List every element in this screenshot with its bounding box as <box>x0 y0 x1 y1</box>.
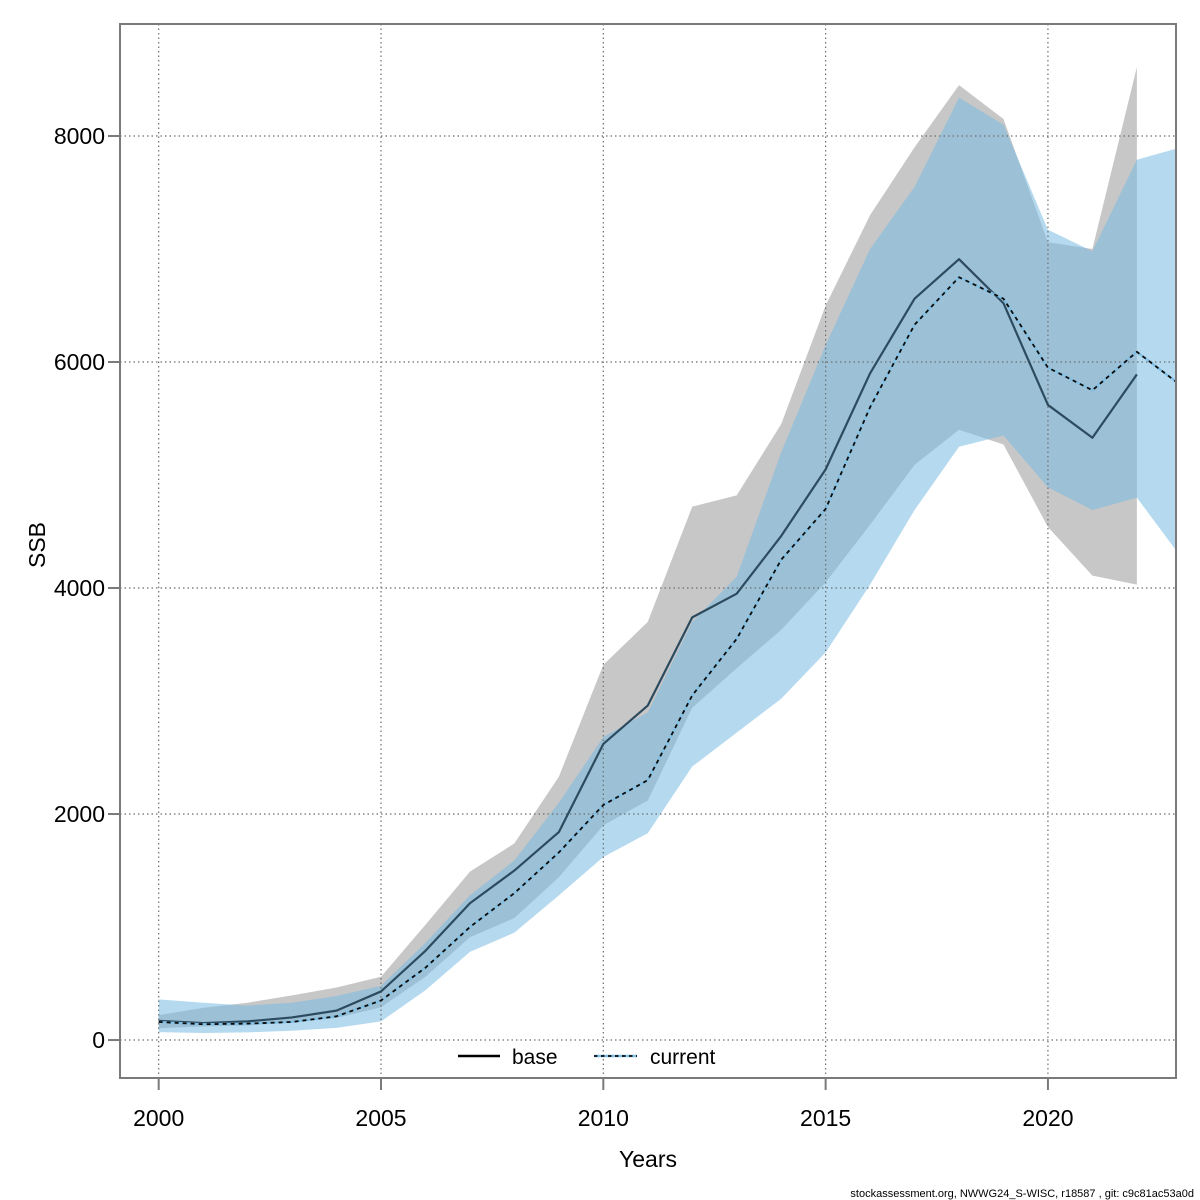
axis-tick-labels: 2000 2005 2010 2015 2020 0 2000 4000 6000 8000 <box>54 123 1074 1131</box>
y-axis-tick-label: 2000 <box>54 801 105 827</box>
confidence-bands <box>158 67 1176 1034</box>
base-line <box>158 258 1138 1025</box>
x-axis-tick-label: 2005 <box>355 1105 406 1131</box>
axis-ticks <box>108 134 1049 1090</box>
x-axis-tick-label: 2000 <box>133 1105 184 1131</box>
footer-attribution: stockassessment.org, NWWG24_S-WISC, r185… <box>850 1188 1194 1200</box>
series-lines <box>158 258 1176 1026</box>
y-axis-tick-label: 6000 <box>54 349 105 375</box>
x-axis-tick-label: 2015 <box>800 1105 851 1131</box>
legend: base current <box>458 1046 716 1069</box>
gridlines <box>120 24 1176 1078</box>
x-axis-label: Years <box>619 1146 677 1172</box>
y-axis-label: SSB <box>24 522 50 568</box>
y-axis-tick-label: 0 <box>92 1027 105 1053</box>
x-axis-tick-label: 2010 <box>578 1105 629 1131</box>
legend-base-label: base <box>512 1046 558 1069</box>
plot-frame <box>119 23 1177 1079</box>
x-axis-tick-label: 2020 <box>1022 1105 1073 1131</box>
y-axis-tick-label: 8000 <box>54 123 105 149</box>
legend-current-label: current <box>650 1046 716 1069</box>
current-line-dashed <box>158 276 1176 1026</box>
current-confidence-band <box>158 97 1176 1034</box>
y-axis-tick-label: 4000 <box>54 575 105 601</box>
